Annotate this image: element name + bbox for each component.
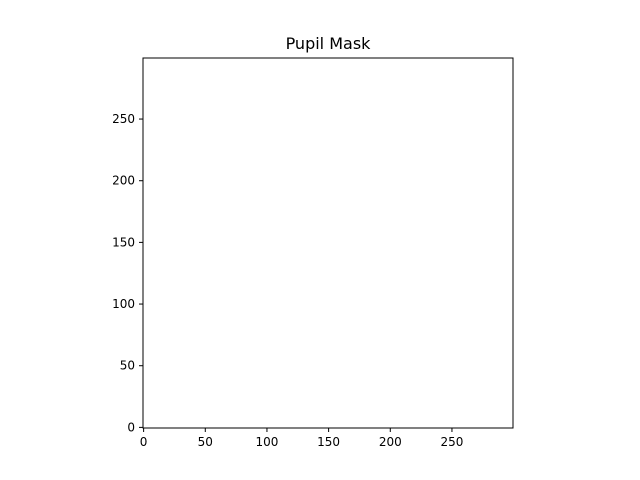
y-tick-label: 50 xyxy=(120,359,135,373)
x-tick-label: 50 xyxy=(198,435,213,449)
y-tick-label: 200 xyxy=(112,174,135,188)
pupil-disk xyxy=(143,58,513,428)
y-axis: 0 50 100 150 200 250 xyxy=(112,112,143,434)
x-tick-label: 200 xyxy=(379,435,402,449)
y-tick-label: 250 xyxy=(112,112,135,126)
x-tick-label: 150 xyxy=(317,435,340,449)
x-tick-label: 100 xyxy=(255,435,278,449)
y-tick-label: 100 xyxy=(112,297,135,311)
chart-title: Pupil Mask xyxy=(286,34,372,53)
y-tick-label: 150 xyxy=(112,235,135,249)
y-tick-label: 0 xyxy=(127,420,135,434)
axes-border xyxy=(142,57,514,429)
axes-frame xyxy=(142,57,514,429)
x-tick-label: 0 xyxy=(140,435,148,449)
x-axis: 0 50 100 150 200 250 xyxy=(140,428,463,449)
mask-image xyxy=(143,58,513,428)
x-tick-label: 250 xyxy=(440,435,463,449)
